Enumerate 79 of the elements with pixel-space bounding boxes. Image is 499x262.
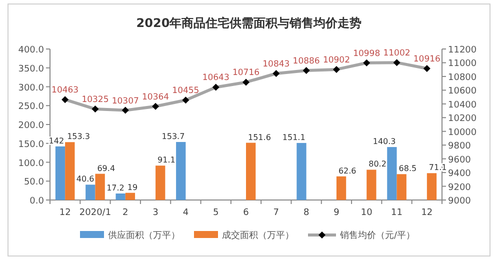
x-tick-label: 7 [273,208,280,218]
y2-tick-label: 10000 [448,128,477,138]
y2-tick-label: 9600 [448,155,472,166]
legend-label: 成交面积（万平） [222,230,294,241]
data-label: 10716 [232,68,260,78]
y2-tick-label: 9400 [448,169,472,180]
data-label: 69.4 [97,164,116,173]
x-tick-label: 11 [391,208,402,218]
y-tick-label: 400.0 [18,46,44,56]
y-tick-label: 250.0 [18,102,44,112]
y-tick-label: 50.0 [24,178,44,188]
data-label: 68.5 [398,164,417,174]
y-tick-label: 350.0 [18,64,44,74]
data-label: 40.6 [76,174,94,184]
y-tick-label: 300.0 [18,83,44,94]
data-label: 10843 [262,60,290,70]
bar [336,176,346,200]
data-label: 10886 [292,56,320,67]
y-tick-label: 200.0 [18,121,44,131]
bar [86,184,96,200]
y2-tick-label: 11200 [448,46,477,56]
y2-tick-label: 9800 [448,142,472,152]
data-label: 10325 [82,95,109,106]
bar [116,194,126,200]
data-label: 10307 [112,96,139,106]
data-label: 153.3 [67,132,90,142]
y-tick-label: 100.0 [18,158,44,169]
x-tick-label: 12 [59,208,71,218]
y2-tick-label: 9000 [448,196,472,206]
x-tick-label: 6 [243,208,250,218]
data-label: 10463 [52,86,79,96]
x-tick-label: 3 [152,208,158,218]
bar [176,142,186,200]
data-label: 140.3 [372,137,396,146]
y2-tick-label: 10800 [448,72,477,83]
data-label: 80.2 [368,160,386,169]
legend-label: 销售均价（元/平） [339,230,416,241]
x-tick-label: 2020/1 [79,208,112,218]
data-label: 10902 [322,55,350,66]
x-tick-label: 10 [360,208,373,218]
y-tick-label: 0.0 [30,196,44,206]
bar [387,147,397,200]
bar [55,146,66,200]
x-tick-label: 9 [334,208,340,218]
y2-tick-label: 9200 [448,182,472,193]
bar [396,174,406,200]
data-label: 10455 [172,86,200,96]
bar [125,192,136,200]
data-label: 17.2 [106,184,124,193]
x-tick-label: 2 [122,208,128,218]
data-label: 151.1 [282,132,306,142]
chart-title: 2020年商品住宅供需面积与销售均价走势 [136,16,362,30]
y2-tick-label: 11000 [448,59,477,70]
data-label: 151.6 [248,132,271,142]
bar [366,170,376,200]
data-label: 91.1 [158,156,176,165]
data-label: 10916 [413,54,440,64]
legend-label: 供应面积（万平） [108,230,180,241]
y2-tick-label: 10400 [448,100,477,110]
data-label: 11002 [383,48,410,59]
bar [426,173,437,200]
x-tick-label: 5 [212,208,219,218]
data-label: 10998 [353,48,380,59]
bar [246,142,256,200]
x-tick-label: 4 [182,208,189,218]
bar [95,174,105,200]
bar [65,142,75,200]
data-label: 153.7 [162,132,185,141]
bar [296,142,306,200]
data-label: 10643 [202,73,230,84]
y-tick-label: 150.0 [18,140,44,150]
x-tick-label: 12 [421,208,433,218]
data-label: 19 [127,182,138,192]
data-label: 10364 [142,92,170,102]
y2-tick-label: 10600 [448,86,477,97]
y2-tick-label: 10200 [448,114,477,124]
bar [156,166,166,200]
data-label: 62.6 [338,166,356,176]
x-tick-label: 8 [303,208,310,218]
